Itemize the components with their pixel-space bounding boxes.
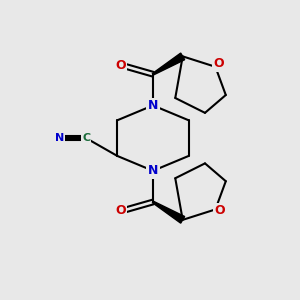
Text: N: N <box>148 164 158 177</box>
Text: O: O <box>115 59 126 72</box>
Text: N: N <box>55 133 64 143</box>
Text: N: N <box>148 99 158 112</box>
Polygon shape <box>152 201 185 223</box>
Text: O: O <box>213 57 224 70</box>
Text: O: O <box>115 204 126 218</box>
Text: O: O <box>214 204 225 218</box>
Text: C: C <box>82 133 90 143</box>
Polygon shape <box>152 53 185 75</box>
